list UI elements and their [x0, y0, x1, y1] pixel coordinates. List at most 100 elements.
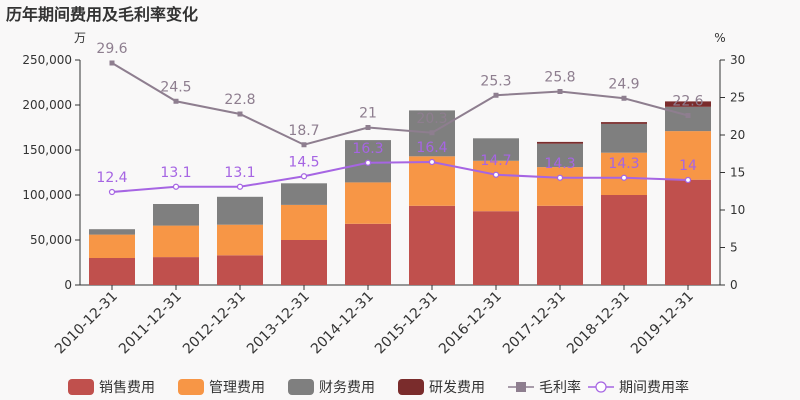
bar-segment — [153, 204, 199, 226]
bars — [89, 101, 711, 285]
series-marker — [493, 92, 499, 98]
bar-segment — [601, 123, 647, 153]
data-label: 29.6 — [96, 41, 127, 57]
x-tick-label: 2010-12-31 — [52, 289, 121, 358]
legend-swatch — [288, 379, 314, 395]
right-axis-unit: % — [714, 31, 725, 45]
series-marker — [685, 113, 691, 118]
bar-segment — [281, 240, 327, 285]
bar-segment — [217, 255, 263, 285]
right-tick-label: 15 — [730, 166, 745, 180]
series-marker — [620, 174, 628, 181]
legend-swatch — [398, 379, 424, 395]
series-marker — [237, 111, 243, 117]
data-label: 14.3 — [544, 156, 575, 172]
series-marker — [492, 171, 500, 178]
bar-segment — [665, 131, 711, 180]
series-marker — [173, 98, 179, 104]
bar-segment — [153, 257, 199, 285]
x-tick-label: 2013-12-31 — [244, 289, 313, 358]
bar-segment — [537, 143, 583, 168]
x-tick-label: 2014-12-31 — [308, 289, 377, 358]
bar-segment — [601, 122, 647, 124]
data-label: 22.8 — [224, 92, 255, 108]
data-label: 13.1 — [160, 165, 191, 181]
bar-segment — [281, 204, 327, 240]
legend-label: 毛利率 — [539, 379, 581, 396]
legend-label: 期间费用率 — [619, 379, 689, 396]
series-marker — [429, 130, 435, 136]
right-tick-label: 20 — [730, 128, 745, 142]
left-tick-label: 200,000 — [22, 98, 72, 112]
series-marker — [364, 159, 372, 166]
data-label: 14.3 — [608, 156, 639, 172]
bar-segment — [665, 101, 711, 107]
data-label: 12.4 — [96, 170, 127, 186]
legend-label: 研发费用 — [429, 380, 485, 396]
data-label: 13.1 — [224, 165, 255, 181]
bar-segment — [601, 152, 647, 195]
bar-segment — [281, 183, 327, 205]
data-label: 24.5 — [160, 79, 191, 95]
data-label: 25.3 — [480, 73, 511, 89]
series-marker — [109, 60, 115, 66]
x-tick-labels: 2010-12-312011-12-312012-12-312013-12-31… — [52, 289, 697, 358]
series-marker — [236, 183, 244, 190]
bar-segment — [665, 179, 711, 285]
bar-segment — [473, 211, 519, 285]
data-label: 14 — [679, 158, 697, 174]
chart-title: 历年期间费用及毛利率变化 — [6, 5, 198, 24]
left-tick-label: 50,000 — [30, 233, 72, 247]
bar-segment — [89, 229, 135, 235]
legend-marker — [516, 382, 526, 392]
series-marker — [172, 183, 180, 190]
data-label: 20.3 — [416, 111, 447, 127]
series-marker — [301, 142, 307, 148]
bar-segment — [537, 167, 583, 206]
legend: 销售费用 管理费用 财务费用 研发费用 毛利率 期间费用率 — [68, 379, 689, 396]
left-axis-unit: 万 — [74, 31, 86, 45]
series-marker — [556, 174, 564, 181]
series-marker — [428, 158, 436, 166]
data-label: 18.7 — [288, 123, 319, 139]
line-series: 29.6 24.5 22.8 18.7 21 20.3 25.3 25.8 24.9 22.6 12… — [96, 41, 704, 196]
x-tick-label: 2012-12-31 — [180, 289, 249, 358]
bar-segment — [537, 141, 583, 144]
series-marker — [557, 89, 563, 94]
series-marker — [300, 173, 308, 180]
series-marker — [365, 125, 371, 130]
bar-segment — [537, 205, 583, 285]
right-tick-label: 5 — [730, 241, 738, 255]
data-label: 21 — [359, 106, 377, 122]
legend-swatch — [68, 379, 94, 395]
legend-label: 销售费用 — [99, 380, 155, 396]
right-tick-label: 25 — [730, 91, 745, 105]
x-tick-label: 2018-12-31 — [564, 289, 633, 358]
bar-segment — [409, 205, 455, 285]
legend-swatch — [178, 379, 204, 395]
data-label: 14.5 — [288, 154, 319, 170]
right-tick-label: 0 — [730, 278, 738, 292]
x-tick-label: 2019-12-31 — [628, 289, 697, 358]
left-tick-label: 250,000 — [22, 53, 72, 67]
bar-segment — [217, 224, 263, 256]
x-tick-label: 2011-12-31 — [116, 289, 185, 358]
series-marker — [684, 176, 692, 184]
bar-segment — [473, 138, 519, 161]
series-marker — [108, 188, 116, 196]
legend-marker — [595, 381, 607, 393]
x-tick-label: 2017-12-31 — [500, 289, 569, 358]
bar-segment — [345, 223, 391, 285]
series-line — [111, 62, 689, 146]
data-label: 16.3 — [352, 141, 383, 157]
data-label: 14.7 — [480, 153, 511, 169]
x-tick-label: 2016-12-31 — [436, 289, 505, 358]
x-tick-label: 2015-12-31 — [372, 289, 441, 358]
legend-label: 财务费用 — [319, 380, 375, 396]
data-label: 25.8 — [544, 70, 575, 86]
bar-segment — [153, 225, 199, 258]
data-label: 24.9 — [608, 76, 639, 92]
series-marker — [621, 95, 627, 101]
